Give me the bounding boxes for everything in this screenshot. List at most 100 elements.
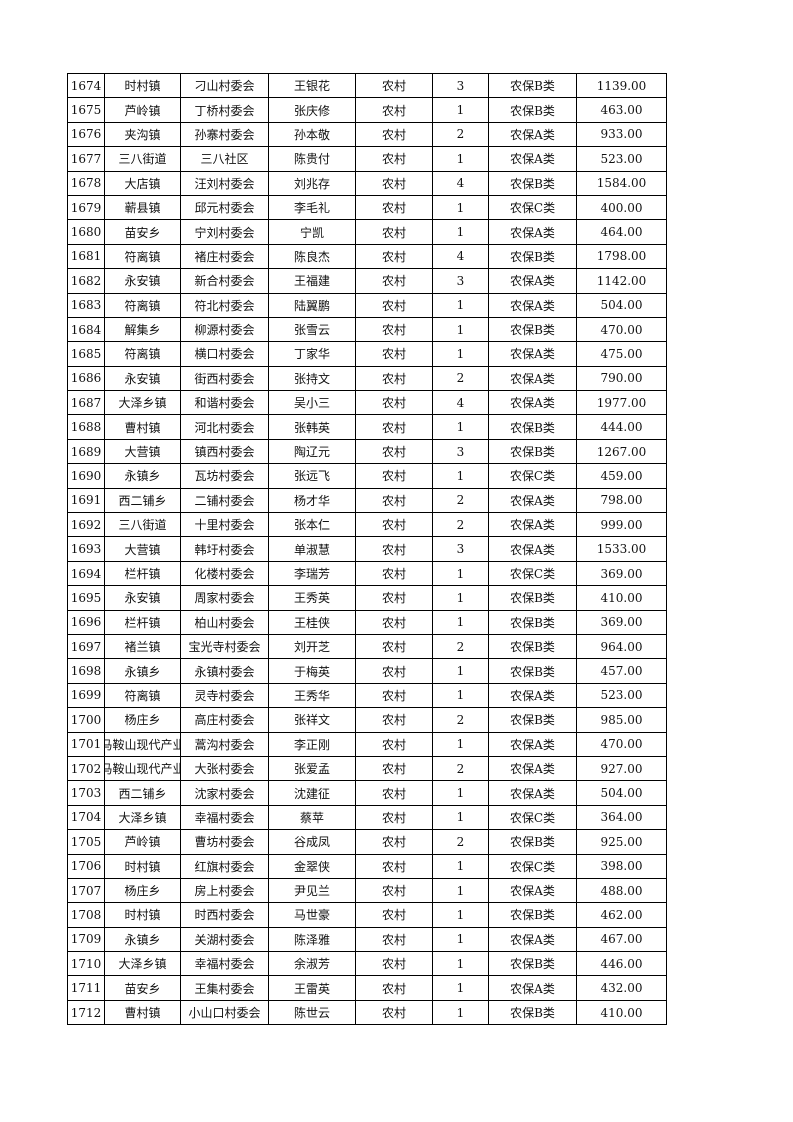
row-number-cell: 1678	[67, 170, 105, 196]
table-row: 1711 苗安乡 王集村委会 王雷英 农村 1 农保A类 432.00	[67, 975, 667, 1001]
row-number-cell: 1693	[67, 536, 105, 562]
person-name-cell: 张远飞	[268, 463, 356, 489]
household-type-cell: 农村	[355, 804, 433, 831]
insurance-category-cell: 农保B类	[488, 633, 577, 660]
family-size-cell: 1	[432, 146, 489, 172]
table-row: 1695 永安镇 周家村委会 王秀英 农村 1 农保B类 410.00	[67, 585, 667, 611]
person-name-cell: 陈泽雅	[268, 926, 356, 953]
table-row: 1693 大营镇 韩圩村委会 单淑慧 农村 3 农保A类 1533.00	[67, 536, 667, 562]
row-number-cell: 1711	[67, 975, 105, 1001]
town-cell: 苗安乡	[104, 219, 181, 245]
insurance-category-cell: 农保A类	[488, 755, 577, 782]
amount-cell: 470.00	[576, 731, 667, 757]
person-name-cell: 李正刚	[268, 731, 356, 757]
family-size-cell: 1	[432, 292, 489, 318]
amount-cell: 446.00	[576, 951, 667, 977]
amount-cell: 488.00	[576, 877, 667, 904]
table-row: 1678 大店镇 汪刘村委会 刘兆存 农村 4 农保B类 1584.00	[67, 170, 667, 196]
person-name-cell: 蔡苹	[268, 804, 356, 831]
insurance-category-cell: 农保C类	[488, 853, 577, 879]
table-row: 1697 褚兰镇 宝光寺村委会 刘开芝 农村 2 农保B类 964.00	[67, 633, 667, 660]
amount-cell: 1267.00	[576, 438, 667, 465]
table-row: 1683 符离镇 符北村委会 陆翼鹏 农村 1 农保A类 504.00	[67, 292, 667, 318]
household-type-cell: 农村	[355, 365, 433, 392]
person-name-cell: 宁凯	[268, 219, 356, 245]
family-size-cell: 1	[432, 999, 489, 1026]
town-cell: 永安镇	[104, 268, 181, 294]
household-type-cell: 农村	[355, 341, 433, 367]
person-name-cell: 马世豪	[268, 902, 356, 928]
amount-cell: 369.00	[576, 609, 667, 635]
person-name-cell: 陈世云	[268, 999, 356, 1026]
insurance-category-cell: 农保B类	[488, 829, 577, 855]
insurance-category-cell: 农保A类	[488, 390, 577, 416]
town-cell: 大营镇	[104, 536, 181, 562]
insurance-category-cell: 农保A类	[488, 682, 577, 709]
village-committee-cell: 幸福村委会	[180, 951, 269, 977]
household-type-cell: 农村	[355, 219, 433, 245]
row-number-cell: 1708	[67, 902, 105, 928]
person-name-cell: 张韩英	[268, 414, 356, 440]
family-size-cell: 1	[432, 926, 489, 953]
family-size-cell: 1	[432, 902, 489, 928]
family-size-cell: 2	[432, 707, 489, 733]
village-committee-cell: 瓦坊村委会	[180, 463, 269, 489]
person-name-cell: 王银花	[268, 72, 356, 99]
table-row: 1682 永安镇 新合村委会 王福建 农村 3 农保A类 1142.00	[67, 268, 667, 294]
town-cell: 时村镇	[104, 72, 181, 99]
person-name-cell: 余淑芳	[268, 951, 356, 977]
village-committee-cell: 褚庄村委会	[180, 243, 269, 270]
amount-cell: 464.00	[576, 219, 667, 245]
family-size-cell: 1	[432, 780, 489, 806]
amount-cell: 432.00	[576, 975, 667, 1001]
person-name-cell: 王秀英	[268, 585, 356, 611]
person-name-cell: 李毛礼	[268, 194, 356, 221]
table-row: 1700 杨庄乡 高庄村委会 张祥文 农村 2 农保B类 985.00	[67, 707, 667, 733]
person-name-cell: 张庆修	[268, 97, 356, 123]
amount-cell: 964.00	[576, 633, 667, 660]
family-size-cell: 1	[432, 609, 489, 635]
village-committee-cell: 红旗村委会	[180, 853, 269, 879]
household-type-cell: 农村	[355, 585, 433, 611]
insurance-category-cell: 农保B类	[488, 999, 577, 1026]
person-name-cell: 刘兆存	[268, 170, 356, 196]
village-committee-cell: 丁桥村委会	[180, 97, 269, 123]
amount-cell: 504.00	[576, 780, 667, 806]
town-cell: 西二铺乡	[104, 780, 181, 806]
table-row: 1701 马鞍山现代产业 蒿沟村委会 李正刚 农村 1 农保A类 470.00	[67, 731, 667, 757]
row-number-cell: 1682	[67, 268, 105, 294]
family-size-cell: 1	[432, 219, 489, 245]
family-size-cell: 1	[432, 341, 489, 367]
amount-cell: 1977.00	[576, 390, 667, 416]
row-number-cell: 1686	[67, 365, 105, 392]
household-type-cell: 农村	[355, 292, 433, 318]
amount-cell: 475.00	[576, 341, 667, 367]
person-name-cell: 孙本敬	[268, 121, 356, 148]
row-number-cell: 1679	[67, 194, 105, 221]
row-number-cell: 1694	[67, 560, 105, 587]
row-number-cell: 1687	[67, 390, 105, 416]
amount-cell: 927.00	[576, 755, 667, 782]
table-row: 1687 大泽乡镇 和谐村委会 吴小三 农村 4 农保A类 1977.00	[67, 390, 667, 416]
family-size-cell: 1	[432, 463, 489, 489]
amount-cell: 410.00	[576, 585, 667, 611]
household-type-cell: 农村	[355, 877, 433, 904]
household-type-cell: 农村	[355, 72, 433, 99]
family-size-cell: 3	[432, 536, 489, 562]
person-name-cell: 于梅英	[268, 658, 356, 684]
person-name-cell: 陶辽元	[268, 438, 356, 465]
household-type-cell: 农村	[355, 633, 433, 660]
village-committee-cell: 新合村委会	[180, 268, 269, 294]
row-number-cell: 1707	[67, 877, 105, 904]
table-row: 1709 永镇乡 关湖村委会 陈泽雅 农村 1 农保A类 467.00	[67, 926, 667, 953]
family-size-cell: 2	[432, 512, 489, 538]
row-number-cell: 1706	[67, 853, 105, 879]
household-type-cell: 农村	[355, 316, 433, 343]
town-cell: 大泽乡镇	[104, 951, 181, 977]
household-type-cell: 农村	[355, 243, 433, 270]
insurance-category-cell: 农保B类	[488, 438, 577, 465]
family-size-cell: 2	[432, 633, 489, 660]
household-type-cell: 农村	[355, 414, 433, 440]
family-size-cell: 1	[432, 853, 489, 879]
amount-cell: 1584.00	[576, 170, 667, 196]
